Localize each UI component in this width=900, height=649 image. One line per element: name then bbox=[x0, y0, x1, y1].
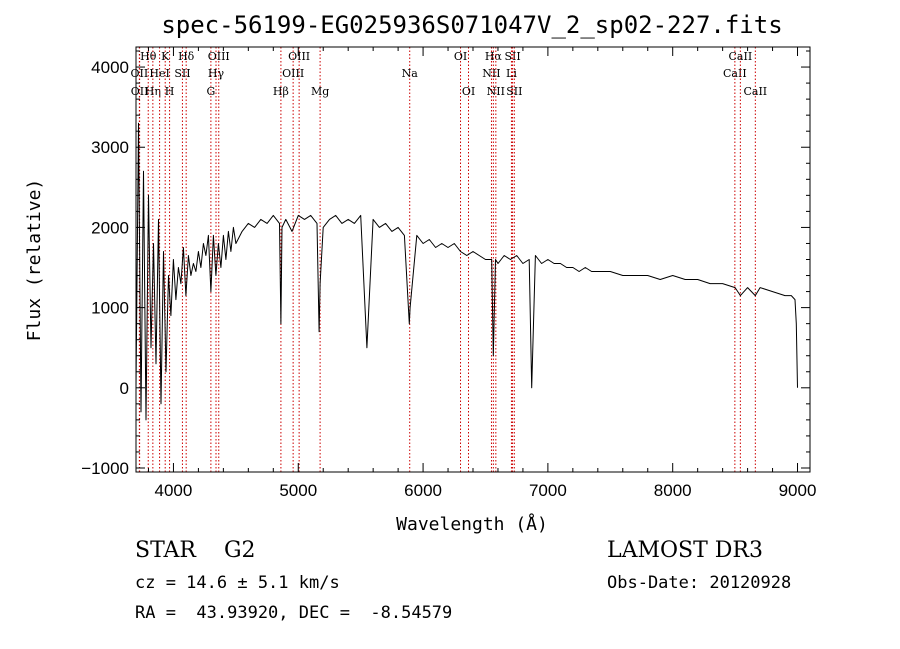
line-marker-label: G bbox=[206, 85, 215, 98]
line-marker-label: SII bbox=[506, 85, 522, 98]
line-marker-label: CaII bbox=[723, 67, 747, 80]
line-marker-label: Hδ bbox=[178, 50, 195, 63]
line-marker-label: CaII bbox=[743, 85, 767, 98]
y-axis-label: Flux (relative) bbox=[24, 179, 45, 342]
coordinates-label: RA = 43.93920, DEC = -8.54579 bbox=[135, 603, 453, 623]
line-marker-label: Hα bbox=[485, 50, 503, 63]
line-marker-label: OIII bbox=[208, 50, 230, 63]
line-marker-label: NII bbox=[487, 85, 505, 98]
ticks: 4000 5000 6000 7000 8000 9000 −1000 0 1000 2000 30… bbox=[81, 47, 816, 500]
chart-title: spec-56199-EG025936S071047V_2_sp02-227.f… bbox=[161, 11, 782, 39]
line-marker-label: SII bbox=[174, 67, 190, 80]
y-tick-label: 1000 bbox=[91, 299, 129, 318]
series-flux-line bbox=[135, 122, 798, 421]
line-marker-label: Na bbox=[402, 67, 419, 80]
x-tick-label: 5000 bbox=[279, 481, 317, 500]
line-marker-label: OIII bbox=[288, 50, 310, 63]
survey-label: LAMOST DR3 bbox=[607, 538, 763, 563]
line-marker-label: HeI bbox=[149, 67, 169, 80]
line-marker-label: OII bbox=[131, 67, 149, 80]
line-marker-label: OIII bbox=[282, 67, 304, 80]
x-tick-label: 4000 bbox=[155, 481, 193, 500]
labels: spec-56199-EG025936S071047V_2_sp02-227.f… bbox=[24, 11, 783, 535]
line-marker-label: Hη bbox=[145, 85, 161, 98]
redshift-label: cz = 14.6 ± 5.1 km/s bbox=[135, 573, 340, 593]
x-tick-label: 9000 bbox=[779, 481, 817, 500]
y-tick-label: 4000 bbox=[91, 58, 129, 77]
y-tick-label: 3000 bbox=[91, 138, 129, 157]
y-tick-label: 2000 bbox=[91, 218, 129, 237]
line-marker-label: OI bbox=[462, 85, 475, 98]
y-tick-label: 0 bbox=[120, 379, 129, 398]
line-marker-label: Hθ bbox=[140, 50, 157, 63]
line-marker-label: K bbox=[161, 50, 170, 63]
line-marker-label: CaII bbox=[729, 50, 753, 63]
obs-date-label: Obs-Date: 20120928 bbox=[607, 573, 792, 593]
x-tick-label: 6000 bbox=[404, 481, 442, 500]
line-marker-label: Hγ bbox=[208, 67, 225, 80]
classification-label: STAR G2 bbox=[135, 538, 256, 563]
series-layer bbox=[135, 122, 798, 421]
line-marker-label: OII bbox=[131, 85, 149, 98]
plot-frame bbox=[135, 46, 811, 473]
line-marker-label: OI bbox=[454, 50, 467, 63]
x-axis-label: Wavelength (Å) bbox=[396, 513, 548, 535]
x-tick-label: 8000 bbox=[654, 481, 692, 500]
line-marker-label: Mg bbox=[311, 85, 329, 98]
line-marker-label: Li bbox=[506, 67, 517, 80]
axes bbox=[135, 46, 811, 473]
y-tick-label: −1000 bbox=[81, 459, 129, 478]
line-marker-label: NII bbox=[482, 67, 500, 80]
line-marker-label: SII bbox=[504, 50, 520, 63]
line-markers: OII OII Hθ Hη HeI K H SII Hδ G Hγ OIII Hβ OIII OIII Mg N… bbox=[131, 47, 767, 472]
line-marker-label: H bbox=[165, 85, 175, 98]
line-marker-label: Hβ bbox=[273, 85, 289, 98]
x-tick-label: 7000 bbox=[529, 481, 567, 500]
